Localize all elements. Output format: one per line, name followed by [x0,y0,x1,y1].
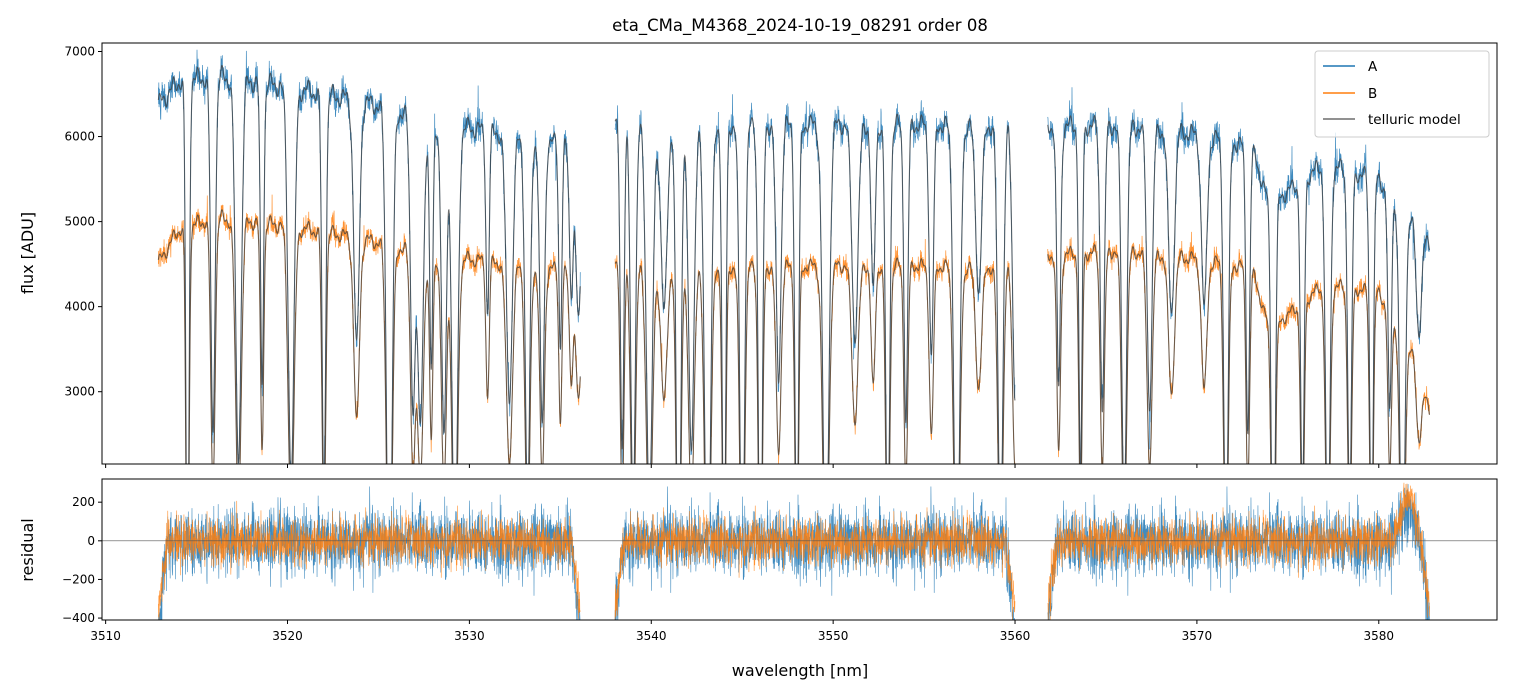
bottom-panel-frame [101,478,1498,621]
bottom-x-tick-label: 3520 [272,629,303,643]
legend-label-b: B [1368,86,1377,102]
top-y-tick-label: 3000 [64,385,95,399]
top-panel-data [157,49,1431,464]
bottom-y-tick-label: 0 [87,534,95,548]
telluric-model-line-a [157,64,1431,464]
top-x-ticks [105,464,1380,468]
bottom-x-tick-label: 3570 [1182,629,1213,643]
top-y-tick-label: 4000 [64,300,95,314]
bottom-panel-data [102,482,1497,620]
top-panel: 3000 4000 5000 6000 7000 flux [ADU] A B tell… [18,42,1498,468]
top-y-axis-label: flux [ADU] [18,212,37,294]
bottom-x-tick-label: 3530 [454,629,485,643]
bottom-x-tick-label: 3560 [1000,629,1031,643]
bottom-y-tick-label: −400 [62,611,95,625]
top-y-tick-label: 7000 [64,45,95,59]
top-y-tick-label: 6000 [64,130,95,144]
chart-title: eta_CMa_M4368_2024-10-19_08291 order 08 [612,16,988,36]
legend-label-a: A [1368,59,1378,75]
legend-entry-telluric-model: telluric model [1323,112,1461,128]
legend-box [1314,50,1490,138]
top-panel-frame [101,42,1498,465]
bottom-panel: −400 −200 0 200 3510 3520 3530 3540 3550 3560 357… [18,478,1498,680]
x-axis-label: wavelength [nm] [732,661,869,680]
legend-label-telluric-model: telluric model [1368,112,1461,128]
bottom-x-ticks: 3510 3520 3530 3540 3550 3560 3570 3580 [90,620,1394,643]
bottom-x-tick-label: 3510 [90,629,121,643]
legend: A B telluric model [1314,50,1490,138]
bottom-y-ticks: −400 −200 0 200 [62,495,102,625]
bottom-x-tick-label: 3580 [1364,629,1395,643]
bottom-y-tick-label: −200 [62,572,95,586]
telluric-model-line-b [157,209,1431,464]
bottom-x-tick-label: 3540 [636,629,667,643]
top-y-tick-label: 5000 [64,215,95,229]
legend-entry-b: B [1323,86,1377,102]
bottom-y-tick-label: 200 [72,495,95,509]
bottom-x-tick-label: 3550 [818,629,849,643]
top-y-ticks: 3000 4000 5000 6000 7000 [64,45,102,399]
bottom-y-axis-label: residual [18,518,37,581]
legend-entry-a: A [1323,59,1378,75]
